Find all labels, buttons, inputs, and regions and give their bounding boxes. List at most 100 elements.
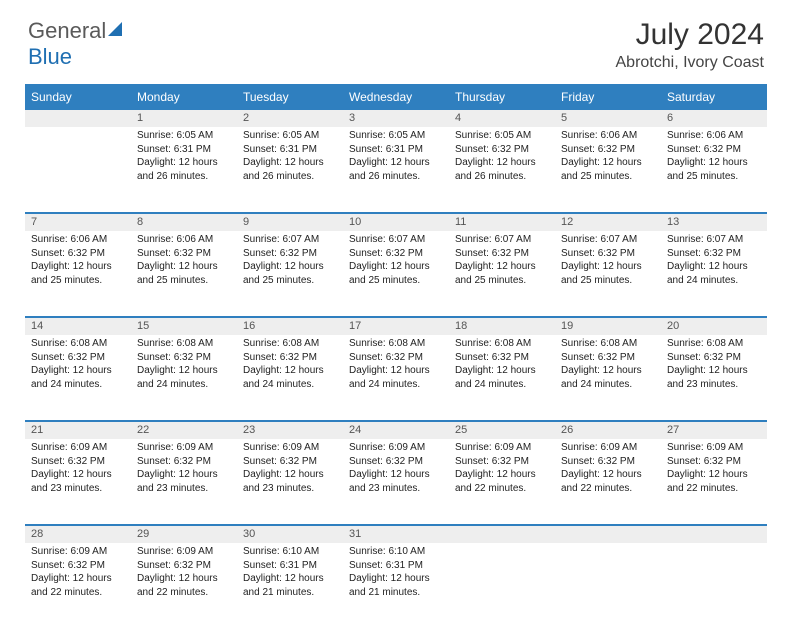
day-content-cell <box>661 543 767 629</box>
day-content-cell: Sunrise: 6:05 AMSunset: 6:32 PMDaylight:… <box>449 127 555 213</box>
day-number-cell <box>449 525 555 543</box>
sunset-line: Sunset: 6:32 PM <box>31 455 125 469</box>
sunrise-line: Sunrise: 6:06 AM <box>31 233 125 247</box>
day-number-cell: 10 <box>343 213 449 231</box>
day-number-cell: 11 <box>449 213 555 231</box>
day-content-cell: Sunrise: 6:09 AMSunset: 6:32 PMDaylight:… <box>25 543 131 629</box>
day-content-cell: Sunrise: 6:09 AMSunset: 6:32 PMDaylight:… <box>131 543 237 629</box>
sunset-line: Sunset: 6:31 PM <box>349 559 443 573</box>
sunrise-line: Sunrise: 6:09 AM <box>243 441 337 455</box>
sunset-line: Sunset: 6:31 PM <box>137 143 231 157</box>
logo-triangle-icon <box>108 22 122 36</box>
day-content-cell: Sunrise: 6:09 AMSunset: 6:32 PMDaylight:… <box>449 439 555 525</box>
day-number-cell: 4 <box>449 109 555 127</box>
weekday-header: Wednesday <box>343 85 449 109</box>
day-content-cell: Sunrise: 6:09 AMSunset: 6:32 PMDaylight:… <box>237 439 343 525</box>
sunrise-line: Sunrise: 6:07 AM <box>667 233 761 247</box>
sunset-line: Sunset: 6:31 PM <box>243 559 337 573</box>
weekday-header: Monday <box>131 85 237 109</box>
sunrise-line: Sunrise: 6:07 AM <box>455 233 549 247</box>
sunrise-line: Sunrise: 6:06 AM <box>137 233 231 247</box>
day-content-cell: Sunrise: 6:05 AMSunset: 6:31 PMDaylight:… <box>343 127 449 213</box>
daylight-line: Daylight: 12 hours and 24 minutes. <box>137 364 231 391</box>
daylight-line: Daylight: 12 hours and 23 minutes. <box>349 468 443 495</box>
day-content-cell: Sunrise: 6:10 AMSunset: 6:31 PMDaylight:… <box>343 543 449 629</box>
sunrise-line: Sunrise: 6:08 AM <box>349 337 443 351</box>
day-number-cell: 5 <box>555 109 661 127</box>
day-content-cell: Sunrise: 6:07 AMSunset: 6:32 PMDaylight:… <box>237 231 343 317</box>
sunset-line: Sunset: 6:32 PM <box>561 247 655 261</box>
day-content-cell: Sunrise: 6:07 AMSunset: 6:32 PMDaylight:… <box>343 231 449 317</box>
day-number-cell: 27 <box>661 421 767 439</box>
day-content-cell: Sunrise: 6:09 AMSunset: 6:32 PMDaylight:… <box>131 439 237 525</box>
day-number-cell: 3 <box>343 109 449 127</box>
sunrise-line: Sunrise: 6:05 AM <box>349 129 443 143</box>
sunrise-line: Sunrise: 6:08 AM <box>31 337 125 351</box>
sunset-line: Sunset: 6:32 PM <box>561 455 655 469</box>
weekday-header: Saturday <box>661 85 767 109</box>
day-number-cell: 19 <box>555 317 661 335</box>
sunrise-line: Sunrise: 6:08 AM <box>243 337 337 351</box>
day-number-cell: 23 <box>237 421 343 439</box>
location-label: Abrotchi, Ivory Coast <box>616 54 765 72</box>
sunset-line: Sunset: 6:32 PM <box>561 351 655 365</box>
sunrise-line: Sunrise: 6:08 AM <box>561 337 655 351</box>
day-content-cell: Sunrise: 6:09 AMSunset: 6:32 PMDaylight:… <box>661 439 767 525</box>
sunrise-line: Sunrise: 6:05 AM <box>243 129 337 143</box>
day-number-cell: 9 <box>237 213 343 231</box>
daylight-line: Daylight: 12 hours and 26 minutes. <box>349 156 443 183</box>
day-content-cell <box>555 543 661 629</box>
daylight-line: Daylight: 12 hours and 24 minutes. <box>561 364 655 391</box>
daylight-line: Daylight: 12 hours and 25 minutes. <box>31 260 125 287</box>
sunset-line: Sunset: 6:32 PM <box>667 351 761 365</box>
day-number-cell: 17 <box>343 317 449 335</box>
day-content-cell: Sunrise: 6:08 AMSunset: 6:32 PMDaylight:… <box>131 335 237 421</box>
day-content-cell: Sunrise: 6:08 AMSunset: 6:32 PMDaylight:… <box>343 335 449 421</box>
sunrise-line: Sunrise: 6:07 AM <box>349 233 443 247</box>
sunrise-line: Sunrise: 6:09 AM <box>137 441 231 455</box>
page-title: July 2024 <box>616 18 765 52</box>
day-content-cell: Sunrise: 6:09 AMSunset: 6:32 PMDaylight:… <box>25 439 131 525</box>
daylight-line: Daylight: 12 hours and 25 minutes. <box>455 260 549 287</box>
daylight-line: Daylight: 12 hours and 24 minutes. <box>31 364 125 391</box>
day-content-cell: Sunrise: 6:07 AMSunset: 6:32 PMDaylight:… <box>661 231 767 317</box>
day-number-cell: 16 <box>237 317 343 335</box>
day-number-cell: 29 <box>131 525 237 543</box>
day-number-cell: 25 <box>449 421 555 439</box>
daylight-line: Daylight: 12 hours and 21 minutes. <box>349 572 443 599</box>
sunrise-line: Sunrise: 6:08 AM <box>137 337 231 351</box>
day-number-cell: 24 <box>343 421 449 439</box>
sunrise-line: Sunrise: 6:09 AM <box>455 441 549 455</box>
day-number-cell: 13 <box>661 213 767 231</box>
sunset-line: Sunset: 6:31 PM <box>243 143 337 157</box>
sunset-line: Sunset: 6:32 PM <box>455 143 549 157</box>
day-number-cell: 12 <box>555 213 661 231</box>
daylight-line: Daylight: 12 hours and 22 minutes. <box>137 572 231 599</box>
day-number-cell: 31 <box>343 525 449 543</box>
weekday-header: Friday <box>555 85 661 109</box>
day-content-cell: Sunrise: 6:06 AMSunset: 6:32 PMDaylight:… <box>131 231 237 317</box>
sunrise-line: Sunrise: 6:10 AM <box>243 545 337 559</box>
sunset-line: Sunset: 6:32 PM <box>137 351 231 365</box>
day-content-cell: Sunrise: 6:08 AMSunset: 6:32 PMDaylight:… <box>449 335 555 421</box>
day-number-cell <box>25 109 131 127</box>
day-content-cell: Sunrise: 6:08 AMSunset: 6:32 PMDaylight:… <box>661 335 767 421</box>
daylight-line: Daylight: 12 hours and 25 minutes. <box>667 156 761 183</box>
day-number-cell: 21 <box>25 421 131 439</box>
sunset-line: Sunset: 6:32 PM <box>349 351 443 365</box>
day-number-cell: 22 <box>131 421 237 439</box>
sunrise-line: Sunrise: 6:06 AM <box>561 129 655 143</box>
day-content-cell: Sunrise: 6:06 AMSunset: 6:32 PMDaylight:… <box>25 231 131 317</box>
daylight-line: Daylight: 12 hours and 24 minutes. <box>243 364 337 391</box>
sunrise-line: Sunrise: 6:10 AM <box>349 545 443 559</box>
sunrise-line: Sunrise: 6:05 AM <box>137 129 231 143</box>
day-content-cell: Sunrise: 6:08 AMSunset: 6:32 PMDaylight:… <box>555 335 661 421</box>
day-content-cell: Sunrise: 6:07 AMSunset: 6:32 PMDaylight:… <box>449 231 555 317</box>
sunset-line: Sunset: 6:32 PM <box>137 247 231 261</box>
sunrise-line: Sunrise: 6:05 AM <box>455 129 549 143</box>
daylight-line: Daylight: 12 hours and 26 minutes. <box>455 156 549 183</box>
day-content-cell: Sunrise: 6:07 AMSunset: 6:32 PMDaylight:… <box>555 231 661 317</box>
header: General July 2024 Abrotchi, Ivory Coast <box>0 0 792 78</box>
day-number-cell: 2 <box>237 109 343 127</box>
sunrise-line: Sunrise: 6:08 AM <box>667 337 761 351</box>
